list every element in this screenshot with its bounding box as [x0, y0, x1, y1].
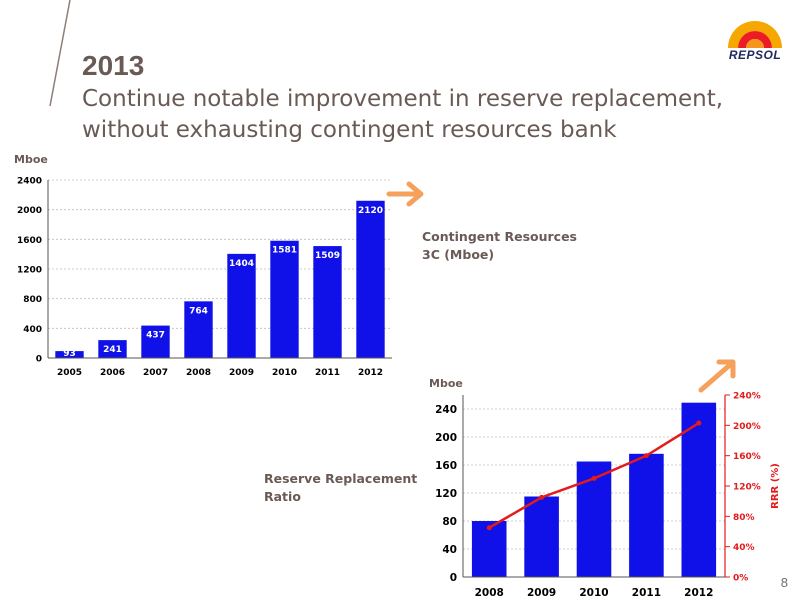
- repsol-logo-text: REPSOL: [728, 48, 782, 62]
- page-title: 2013: [82, 50, 145, 81]
- y-tick-label: 240: [435, 404, 457, 416]
- reserve-replacement-chart: Mboe 0 40 80 120 160 200 240 0% 40% 80% 120% 160% 200…: [429, 377, 781, 599]
- rrr-point: [539, 494, 545, 500]
- rrr-point: [591, 475, 597, 481]
- x-tick-label: 2006: [100, 368, 125, 378]
- bar: [356, 200, 385, 358]
- x-tick-label: 2005: [57, 368, 82, 378]
- subtitle-line-1: Continue notable improvement in reserve …: [82, 86, 724, 112]
- y2-tick-label: 200%: [733, 422, 761, 432]
- y2-axis-label: RRR (%): [770, 463, 781, 509]
- y-tick-label: 2000: [17, 206, 42, 216]
- rrr-point: [643, 453, 649, 459]
- contingent-label-line-2: 3C (Mboe): [422, 247, 495, 262]
- bar: [471, 521, 507, 577]
- x-tick-label: 2010: [272, 368, 297, 378]
- y-tick-label: 800: [23, 295, 42, 305]
- x-tick-label: 2011: [632, 587, 661, 599]
- x-tick-label: 2008: [475, 587, 504, 599]
- bar: [629, 453, 664, 577]
- rrr-label-line-2: Ratio: [264, 489, 301, 504]
- rrr-point: [696, 420, 702, 426]
- y-tick-label: 120: [435, 488, 457, 500]
- x-tick-label: 2012: [358, 368, 383, 378]
- y-tick-label: 40: [442, 544, 457, 556]
- decorative-slash: [49, 0, 71, 107]
- y-tick-label: 2400: [17, 177, 42, 187]
- bar-data-label: 241: [103, 345, 122, 355]
- y-tick-label: 200: [435, 432, 457, 444]
- y2-tick-label: 160%: [733, 452, 761, 462]
- rrr-point: [486, 525, 492, 531]
- x-tick-label: 2010: [579, 587, 608, 599]
- bar: [55, 351, 84, 358]
- bar: [681, 402, 717, 577]
- y2-tick-label: 80%: [733, 513, 755, 523]
- y-axis-label: Mboe: [14, 153, 48, 166]
- bar-data-label: 93: [63, 349, 76, 359]
- bar: [98, 340, 127, 358]
- y2-tick-label: 0%: [733, 574, 748, 584]
- y2-tick-label: 240%: [733, 392, 761, 402]
- rrr-label-line-1: Reserve Replacement: [264, 471, 418, 486]
- bar-data-label: 437: [146, 331, 165, 341]
- x-tick-label: 2007: [143, 368, 168, 378]
- y-tick-label: 160: [435, 460, 457, 472]
- contingent-resources-chart: Mboe 0 400 800 1200 1600 2000 2400 93 2005 241 2006…: [14, 153, 392, 378]
- bar: [184, 301, 213, 358]
- bar-data-label: 764: [189, 306, 208, 316]
- x-tick-label: 2009: [527, 587, 556, 599]
- bar-data-label: 1581: [272, 246, 297, 256]
- reserve-replacement-label: Reserve Replacement Ratio: [264, 470, 417, 506]
- subtitle-line-2: without exhausting contingent resources …: [82, 117, 617, 143]
- y-axis-label: Mboe: [429, 377, 463, 390]
- y-tick-label: 1200: [17, 266, 42, 276]
- page-subtitle: Continue notable improvement in reserve …: [82, 84, 762, 146]
- x-tick-label: 2012: [684, 587, 713, 599]
- x-tick-label: 2008: [186, 368, 211, 378]
- y-tick-label: 400: [23, 325, 42, 335]
- repsol-logo-icon: [728, 21, 782, 48]
- y-tick-label: 1600: [17, 236, 42, 246]
- y2-tick-label: 40%: [733, 543, 755, 553]
- bar: [313, 246, 342, 358]
- x-tick-label: 2011: [315, 368, 340, 378]
- page-number: 8: [780, 575, 788, 590]
- y-tick-label: 0: [450, 572, 457, 584]
- y-tick-label: 0: [36, 355, 42, 365]
- contingent-resources-label: Contingent Resources 3C (Mboe): [422, 228, 577, 264]
- arrow-icon-rrr: [698, 359, 736, 393]
- bar: [270, 240, 299, 358]
- x-tick-label: 2009: [229, 368, 254, 378]
- y2-tick-label: 120%: [733, 483, 761, 493]
- bar-data-label: 1509: [315, 251, 340, 261]
- bar: [524, 496, 559, 577]
- contingent-label-line-1: Contingent Resources: [422, 229, 577, 244]
- y-tick-label: 80: [442, 516, 457, 528]
- bar-data-label: 2120: [358, 206, 383, 216]
- arrow-icon-contingent: [386, 181, 424, 207]
- bar: [141, 325, 170, 358]
- bar: [227, 253, 256, 358]
- bar-data-label: 1404: [229, 259, 254, 269]
